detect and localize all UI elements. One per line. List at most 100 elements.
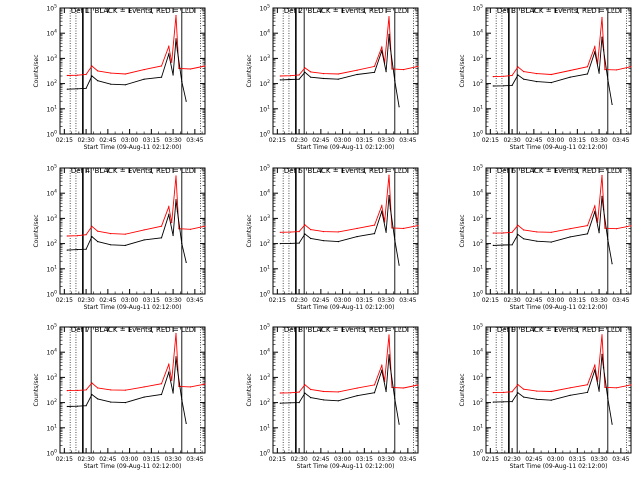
data-point-events bbox=[176, 210, 178, 212]
x-tick-label: 02:45 bbox=[99, 297, 116, 304]
data-point-events bbox=[381, 369, 383, 372]
y-tick-label: 100 bbox=[472, 449, 483, 458]
x-tick-label: 02:45 bbox=[525, 137, 542, 144]
data-point-events bbox=[389, 367, 391, 369]
y-tick-label: 101 bbox=[46, 264, 57, 273]
data-point-events bbox=[385, 231, 387, 233]
y-tick-label: 104 bbox=[46, 189, 57, 198]
data-point-lld bbox=[160, 65, 163, 67]
y-tick-label: 101 bbox=[259, 104, 270, 113]
data-point-events bbox=[110, 244, 112, 246]
data-point-events bbox=[385, 390, 387, 393]
data-point-events bbox=[388, 354, 390, 356]
data-point-lld bbox=[298, 391, 300, 393]
y-tick-label: 100 bbox=[259, 449, 270, 458]
y-tick-label: 103 bbox=[259, 373, 270, 382]
data-point-lld bbox=[601, 175, 603, 177]
data-point-events bbox=[389, 208, 391, 210]
y-tick-label: 101 bbox=[472, 264, 483, 273]
data-point-events bbox=[337, 400, 339, 402]
x-tick-label: 03:30 bbox=[377, 137, 394, 144]
data-point-events bbox=[517, 233, 519, 236]
data-point-events bbox=[289, 402, 291, 404]
data-point-lld bbox=[586, 384, 589, 386]
chart-title: Det 7: BLACK = Events, RED = LLD bbox=[71, 326, 194, 334]
data-point-lld bbox=[417, 225, 419, 227]
y-tick-label: 102 bbox=[472, 398, 483, 407]
x-tick-label: 02:30 bbox=[77, 297, 94, 304]
data-point-lld bbox=[630, 225, 632, 227]
x-tick-label: 03:30 bbox=[377, 456, 394, 463]
data-point-events bbox=[310, 397, 312, 399]
x-tick-label: 03:45 bbox=[186, 137, 203, 144]
x-tick-label: 03:15 bbox=[569, 456, 586, 463]
data-point-events bbox=[176, 368, 178, 370]
data-point-events bbox=[607, 238, 609, 241]
y-tick-label: 102 bbox=[259, 398, 270, 407]
data-point-lld bbox=[391, 68, 393, 70]
data-point-events bbox=[110, 83, 112, 85]
data-point-events bbox=[181, 243, 183, 245]
data-point-events bbox=[611, 263, 613, 265]
data-point-events bbox=[172, 74, 174, 76]
data-point-events bbox=[523, 78, 525, 80]
data-point-events bbox=[168, 371, 170, 373]
data-point-events bbox=[298, 402, 300, 404]
data-point-events bbox=[97, 241, 99, 243]
data-point-lld bbox=[298, 74, 300, 76]
data-point-events bbox=[175, 199, 177, 201]
y-tick-label: 105 bbox=[259, 164, 270, 173]
data-point-events bbox=[176, 50, 178, 52]
data-point-events bbox=[337, 241, 339, 243]
data-point-events bbox=[536, 240, 538, 242]
data-point-lld bbox=[517, 384, 519, 386]
x-tick-label: 02:30 bbox=[503, 137, 520, 144]
data-point-events bbox=[323, 399, 325, 401]
y-tick-label: 101 bbox=[472, 423, 483, 432]
data-point-lld bbox=[204, 383, 206, 385]
data-point-lld bbox=[289, 75, 291, 77]
y-tick-label: 102 bbox=[46, 79, 57, 88]
data-point-events bbox=[594, 369, 596, 371]
y-axis-label: Counts/sec bbox=[459, 54, 466, 87]
data-point-events bbox=[502, 244, 504, 246]
data-point-events bbox=[602, 208, 605, 210]
y-tick-label: 102 bbox=[472, 79, 483, 88]
x-tick-label: 02:15 bbox=[269, 456, 286, 463]
data-point-events bbox=[550, 241, 552, 243]
data-point-events bbox=[76, 249, 78, 251]
data-point-lld bbox=[492, 232, 494, 234]
y-tick-label: 105 bbox=[46, 4, 57, 13]
data-point-lld bbox=[66, 390, 68, 392]
plot-frame bbox=[59, 167, 206, 295]
data-point-lld bbox=[85, 389, 87, 391]
x-tick-label: 03:15 bbox=[356, 456, 373, 463]
data-point-lld bbox=[310, 71, 312, 73]
data-point-lld bbox=[523, 229, 525, 231]
data-point-events bbox=[598, 390, 600, 392]
y-tick-label: 105 bbox=[472, 164, 483, 173]
data-point-lld bbox=[604, 69, 606, 71]
data-point-events bbox=[91, 75, 93, 77]
data-point-lld bbox=[91, 65, 93, 67]
data-point-events bbox=[594, 211, 596, 213]
data-point-lld bbox=[502, 232, 504, 234]
data-point-lld bbox=[569, 387, 571, 389]
data-point-events bbox=[279, 402, 281, 404]
data-point-lld bbox=[536, 231, 538, 233]
data-point-lld bbox=[502, 391, 504, 393]
panel-det-2: Det 2: BLACK = Events, RED = LLD 100 101 10… bbox=[246, 4, 419, 151]
data-point-events bbox=[76, 405, 78, 407]
data-point-lld bbox=[604, 227, 606, 229]
y-tick-label: 104 bbox=[46, 29, 57, 38]
plot-frame bbox=[485, 326, 632, 454]
data-point-lld bbox=[417, 384, 419, 386]
data-point-events bbox=[160, 76, 163, 78]
plot-frame bbox=[485, 7, 632, 135]
data-point-events bbox=[143, 396, 145, 398]
data-point-events bbox=[304, 71, 306, 73]
data-point-lld bbox=[124, 73, 126, 75]
y-axis-label: Counts/sec bbox=[33, 54, 40, 87]
x-tick-label: 02:45 bbox=[312, 297, 329, 304]
